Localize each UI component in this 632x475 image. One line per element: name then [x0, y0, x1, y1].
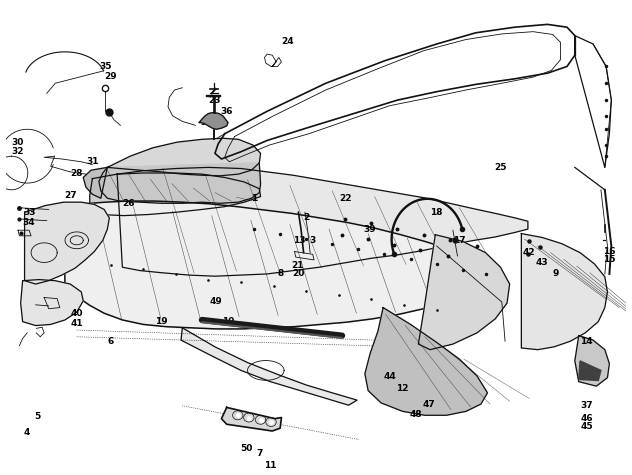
Text: 43: 43	[536, 258, 549, 267]
Text: 25: 25	[494, 163, 507, 172]
Polygon shape	[521, 234, 607, 350]
Text: 31: 31	[86, 157, 99, 166]
Text: 27: 27	[64, 191, 76, 200]
Text: 42: 42	[523, 248, 535, 257]
Text: 11: 11	[264, 461, 277, 470]
Text: 14: 14	[580, 337, 593, 346]
Polygon shape	[117, 167, 528, 276]
Text: 13: 13	[293, 236, 306, 245]
Text: 46: 46	[580, 414, 593, 423]
Text: 20: 20	[292, 269, 305, 278]
Text: 30: 30	[12, 138, 24, 147]
Polygon shape	[221, 408, 281, 431]
Polygon shape	[25, 202, 109, 284]
Text: 1: 1	[251, 194, 257, 203]
Text: 44: 44	[383, 371, 396, 380]
Text: 36: 36	[221, 107, 233, 116]
Text: 7: 7	[256, 449, 262, 458]
Text: 21: 21	[291, 261, 303, 270]
Text: 19: 19	[155, 317, 168, 326]
Polygon shape	[21, 280, 83, 325]
Polygon shape	[107, 138, 260, 176]
Text: 28: 28	[71, 169, 83, 178]
Polygon shape	[418, 235, 509, 350]
Text: 23: 23	[209, 95, 221, 104]
Polygon shape	[199, 113, 228, 129]
Text: 24: 24	[282, 37, 295, 46]
Text: 2: 2	[303, 213, 309, 222]
Polygon shape	[365, 308, 487, 415]
Text: 37: 37	[580, 401, 593, 410]
Text: 22: 22	[339, 194, 351, 203]
Text: 45: 45	[580, 422, 593, 431]
Text: 16: 16	[603, 247, 616, 256]
Text: 49: 49	[210, 297, 222, 306]
Text: 41: 41	[70, 319, 83, 328]
Text: 48: 48	[410, 409, 422, 418]
Polygon shape	[90, 173, 260, 216]
Polygon shape	[579, 361, 601, 380]
Polygon shape	[83, 167, 107, 198]
Text: 35: 35	[99, 62, 112, 71]
Text: 38: 38	[201, 118, 214, 127]
Text: 15: 15	[603, 256, 616, 265]
Text: 34: 34	[23, 218, 35, 227]
Text: 17: 17	[453, 236, 466, 245]
Polygon shape	[64, 201, 494, 329]
Text: 26: 26	[123, 200, 135, 209]
Text: 39: 39	[364, 225, 377, 234]
Text: 3: 3	[310, 236, 316, 245]
Text: 12: 12	[396, 384, 409, 393]
Text: 47: 47	[422, 399, 435, 408]
Text: 33: 33	[23, 208, 35, 217]
Text: 18: 18	[430, 208, 443, 217]
Text: 4: 4	[24, 428, 30, 437]
Text: 50: 50	[240, 445, 252, 454]
Text: 40: 40	[71, 309, 83, 318]
Text: 8: 8	[277, 269, 283, 278]
Text: 32: 32	[12, 147, 24, 156]
Polygon shape	[181, 328, 357, 405]
Text: 29: 29	[104, 72, 117, 81]
Text: 9: 9	[552, 269, 559, 278]
Polygon shape	[575, 336, 609, 386]
Text: 6: 6	[107, 337, 114, 346]
Text: 5: 5	[35, 412, 40, 421]
Polygon shape	[99, 163, 260, 203]
Text: 10: 10	[222, 317, 234, 326]
